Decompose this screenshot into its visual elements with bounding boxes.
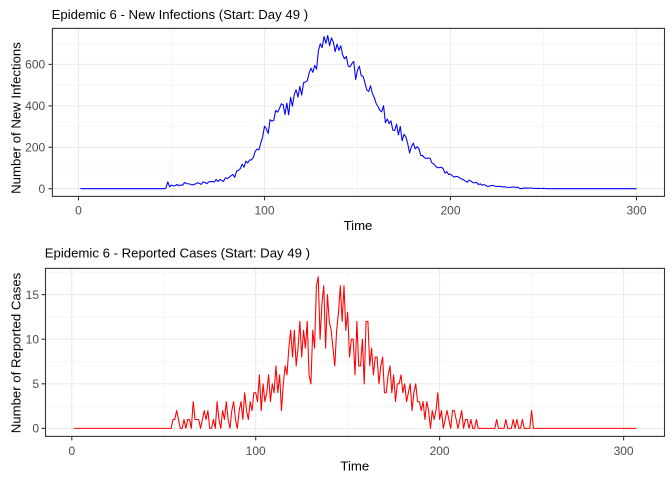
svg-text:100: 100 (254, 204, 274, 218)
svg-text:600: 600 (25, 58, 45, 72)
svg-text:200: 200 (440, 204, 460, 218)
svg-text:Epidemic 6 - Reported Cases (S: Epidemic 6 - Reported Cases (Start: Day … (45, 246, 310, 261)
svg-text:Number of New Infections: Number of New Infections (9, 42, 24, 194)
svg-text:5: 5 (32, 377, 39, 391)
svg-text:400: 400 (25, 99, 45, 113)
svg-text:Epidemic 6 - New Infections (S: Epidemic 6 - New Infections (Start: Day … (52, 7, 309, 22)
svg-text:0: 0 (32, 422, 39, 436)
svg-text:10: 10 (26, 332, 40, 346)
svg-text:0: 0 (68, 444, 75, 458)
svg-text:15: 15 (26, 288, 40, 302)
svg-text:0: 0 (39, 182, 46, 196)
svg-text:300: 300 (626, 204, 646, 218)
svg-text:0: 0 (75, 204, 82, 218)
svg-text:300: 300 (614, 444, 634, 458)
svg-text:Time: Time (340, 458, 369, 473)
svg-text:Time: Time (344, 218, 373, 233)
svg-text:Number of Reported Cases: Number of Reported Cases (9, 272, 24, 433)
svg-text:200: 200 (430, 444, 450, 458)
svg-text:100: 100 (246, 444, 266, 458)
svg-text:200: 200 (25, 141, 45, 155)
